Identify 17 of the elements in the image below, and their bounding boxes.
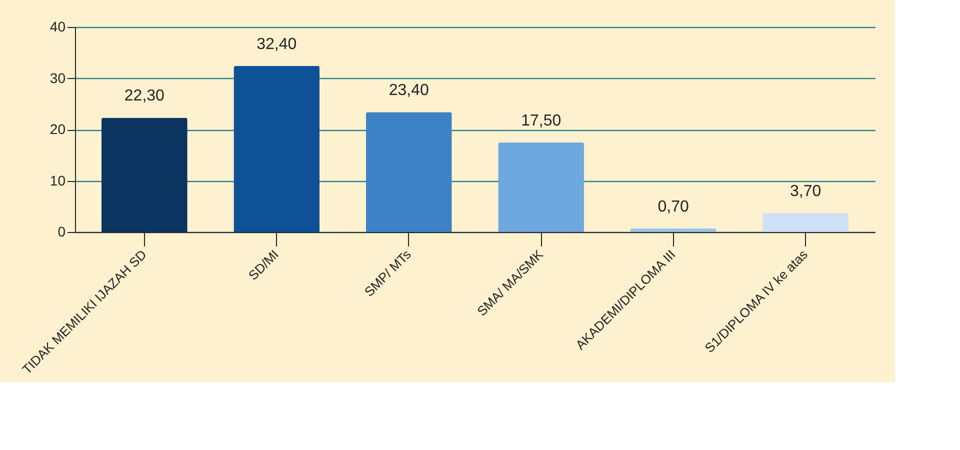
y-tick-label: 20 — [50, 121, 66, 137]
data-label: 23,40 — [388, 82, 429, 100]
bar — [630, 228, 716, 232]
y-tick-label: 0 — [58, 224, 66, 240]
data-label: 0,70 — [658, 198, 690, 216]
data-label: 3,70 — [790, 183, 822, 200]
y-tick-label: 10 — [50, 172, 66, 188]
bar — [762, 213, 849, 232]
y-tick-label: 30 — [50, 70, 66, 86]
data-label: 32,40 — [256, 36, 297, 53]
bar — [234, 66, 320, 232]
bar — [498, 142, 584, 232]
data-label: 22,30 — [124, 88, 165, 105]
bar — [101, 118, 188, 232]
y-tick-label: 40 — [50, 18, 66, 34]
data-label: 17,50 — [521, 112, 562, 130]
bar — [366, 112, 452, 232]
